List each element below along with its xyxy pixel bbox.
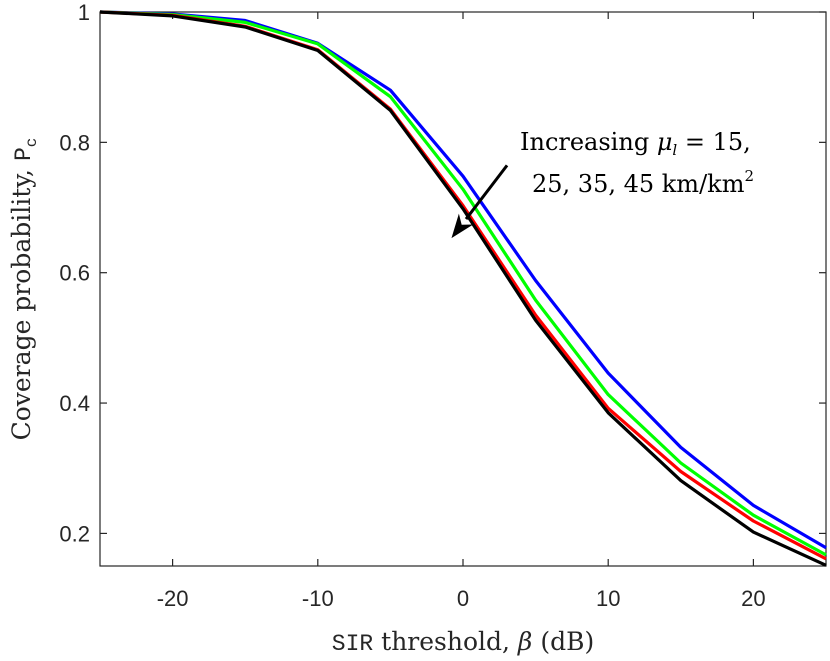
x-tick-label: -20 [157, 586, 189, 611]
y-axis-ticks: 0.2 0.4 0.6 0.8 1 [59, 0, 826, 546]
plot-frame [99, 11, 827, 567]
x-tick-label: 0 [457, 586, 469, 611]
y-tick-label: 0.2 [59, 521, 90, 546]
series-line-4 [99, 10, 827, 567]
y-tick-label: 0.8 [59, 130, 90, 155]
x-tick-label: -10 [302, 586, 334, 611]
annotation-line1: Increasing μl = 15, [520, 128, 751, 159]
x-tick-label: 20 [741, 586, 765, 611]
x-axis-title: SIR threshold, β (dB) [332, 627, 594, 657]
y-tick-label: 0.6 [59, 261, 90, 286]
series-lines [99, 10, 827, 567]
annotation-arrow [451, 164, 509, 239]
x-axis-ticks: -20 -10 0 10 20 [157, 12, 766, 611]
y-tick-label: 1 [78, 0, 90, 25]
x-tick-label: 10 [596, 586, 620, 611]
y-axis-title: Coverage probability, Pc [7, 138, 41, 441]
arrow-head [451, 213, 474, 239]
series-line-2 [99, 10, 827, 557]
y-tick-label: 0.4 [59, 391, 90, 416]
annotation-line2: 25, 35, 45 km/km2 [532, 167, 754, 198]
arrow-shaft [464, 164, 509, 220]
